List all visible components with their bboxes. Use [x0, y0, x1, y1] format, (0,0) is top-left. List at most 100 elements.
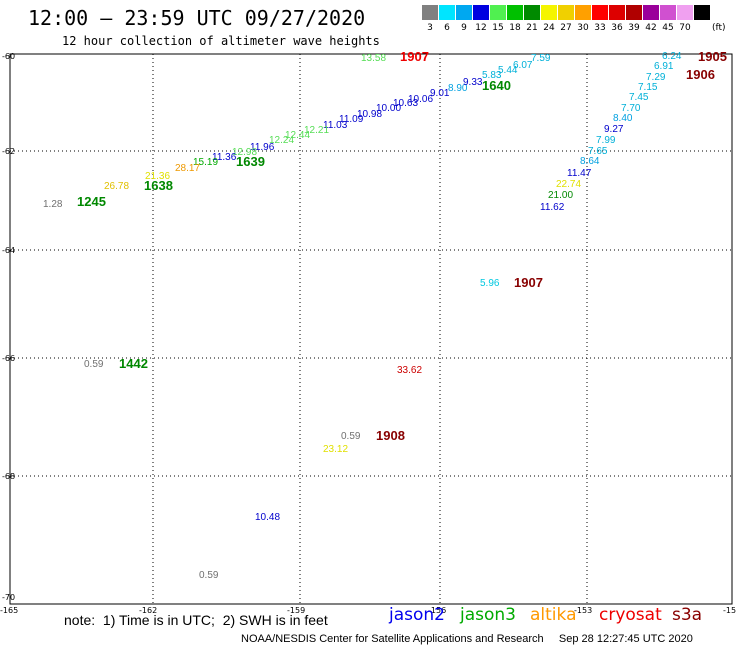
scale-swatch [592, 5, 608, 20]
scale-swatch [490, 5, 506, 20]
scale-swatch [626, 5, 642, 20]
wave-height-label: 7.15 [638, 82, 658, 93]
time-label: 1640 [482, 78, 511, 93]
map-subtitle: 12 hour collection of altimeter wave hei… [62, 34, 380, 48]
wave-height-label: 11.62 [540, 202, 565, 213]
longitude-label: -165 [0, 606, 18, 615]
wave-height-label: 28.17 [175, 163, 200, 174]
scale-tick-label: 12 [475, 23, 487, 33]
wave-height-label: 9.01 [430, 88, 450, 99]
latitude-label: -70 [2, 593, 15, 602]
time-label: 1639 [236, 154, 265, 169]
wave-height-label: 11.96 [250, 142, 275, 153]
satellite-legend-altika: altika [530, 605, 577, 625]
wave-height-label: 10.48 [255, 512, 280, 523]
time-label: 1908 [376, 428, 405, 443]
scale-swatch [660, 5, 676, 20]
scale-swatch [643, 5, 659, 20]
scale-tick-label: 24 [543, 23, 555, 33]
time-label: 1907 [400, 49, 429, 64]
wave-height-label: 33.62 [397, 365, 422, 376]
wave-height-label: 6.24 [662, 51, 682, 62]
latitude-label: -66 [2, 354, 15, 363]
scale-swatch [524, 5, 540, 20]
wave-height-label: 12.21 [304, 125, 329, 136]
scale-swatch [609, 5, 625, 20]
credit-line: NOAA/NESDIS Center for Satellite Applica… [241, 633, 693, 645]
wave-height-label: 0.59 [199, 570, 219, 581]
wave-height-label: 7.29 [646, 72, 666, 83]
wave-height-label: 5.83 [482, 70, 502, 81]
latitude-label: -68 [2, 472, 15, 481]
longitude-label: -15 [723, 606, 736, 615]
wave-height-label: 11.36 [212, 152, 237, 163]
wave-height-label: 11.47 [567, 168, 592, 179]
latitude-label: -62 [2, 147, 15, 156]
scale-tick-label: 36 [611, 23, 623, 33]
wave-height-label: 10.06 [408, 94, 433, 105]
longitude-label: -156 [428, 606, 446, 615]
scale-swatch [558, 5, 574, 20]
wave-height-label: 0.59 [84, 359, 104, 370]
wave-height-label: 7.45 [629, 92, 649, 103]
latitude-label: -64 [2, 246, 15, 255]
scale-swatch [456, 5, 472, 20]
scale-swatch [439, 5, 455, 20]
scale-tick-label: 3 [427, 23, 433, 33]
wave-height-label: 7.99 [596, 135, 616, 146]
time-label: 1245 [77, 194, 106, 209]
wave-height-label: 8.90 [448, 83, 468, 94]
wave-height-label: 9.33 [463, 77, 483, 88]
scale-tick-label: 21 [526, 23, 538, 33]
wave-height-label: 7.65 [588, 146, 608, 157]
longitude-label: -162 [139, 606, 157, 615]
wave-height-label: 11.09 [339, 114, 364, 125]
wave-height-label: 5.96 [480, 278, 500, 289]
wave-height-label: 12.44 [285, 130, 310, 141]
scale-swatch [422, 5, 438, 20]
scale-swatch [473, 5, 489, 20]
wave-height-label: 7.59 [531, 53, 551, 64]
scale-swatch [677, 5, 693, 20]
scale-swatch [541, 5, 557, 20]
footer-note: note: 1) Time is in UTC; 2) SWH is in fe… [64, 612, 328, 628]
map-title: 12:00 – 23:59 UTC 09/27/2020 [28, 6, 366, 30]
wave-height-label: 22.74 [556, 179, 581, 190]
scale-tick-label: 33 [594, 23, 606, 33]
time-label: 1442 [119, 356, 148, 371]
satellite-legend-jason3: jason3 [460, 605, 516, 625]
scale-unit-label: (ft) [712, 23, 726, 33]
scale-swatch [507, 5, 523, 20]
scale-tick-label: 70 [679, 23, 691, 33]
scale-tick-label: 6 [444, 23, 450, 33]
longitude-label: -159 [287, 606, 305, 615]
scale-swatch [694, 5, 710, 20]
wave-height-label: 26.78 [104, 181, 129, 192]
scale-tick-label: 30 [577, 23, 589, 33]
wave-height-label: 21.00 [548, 190, 573, 201]
time-label: 1906 [686, 67, 715, 82]
wave-height-label: 0.59 [341, 431, 361, 442]
wave-height-label: 1.28 [43, 199, 63, 210]
wave-height-label: 10.63 [393, 98, 418, 109]
wave-height-label: 10.00 [376, 103, 401, 114]
latitude-label: -60 [2, 52, 15, 61]
wave-height-label: 6.91 [654, 61, 674, 72]
scale-tick-label: 39 [628, 23, 640, 33]
map-frame [9, 53, 733, 605]
wave-height-label: 11.03 [323, 120, 348, 131]
time-label: 1905 [698, 49, 727, 64]
time-label: 1907 [514, 275, 543, 290]
wave-height-label: 10.98 [357, 109, 382, 120]
wave-height-label: 15.19 [193, 157, 218, 168]
scale-tick-label: 9 [461, 23, 467, 33]
wave-height-label: 13.58 [361, 53, 386, 64]
time-label: 1638 [144, 178, 173, 193]
wave-height-label: 12.98 [232, 147, 257, 158]
wave-height-label: 12.24 [269, 135, 294, 146]
scale-tick-label: 18 [509, 23, 521, 33]
wave-height-label: 7.70 [621, 103, 641, 114]
wave-height-label: 9.27 [604, 124, 624, 135]
wave-height-label: 21.36 [145, 171, 170, 182]
